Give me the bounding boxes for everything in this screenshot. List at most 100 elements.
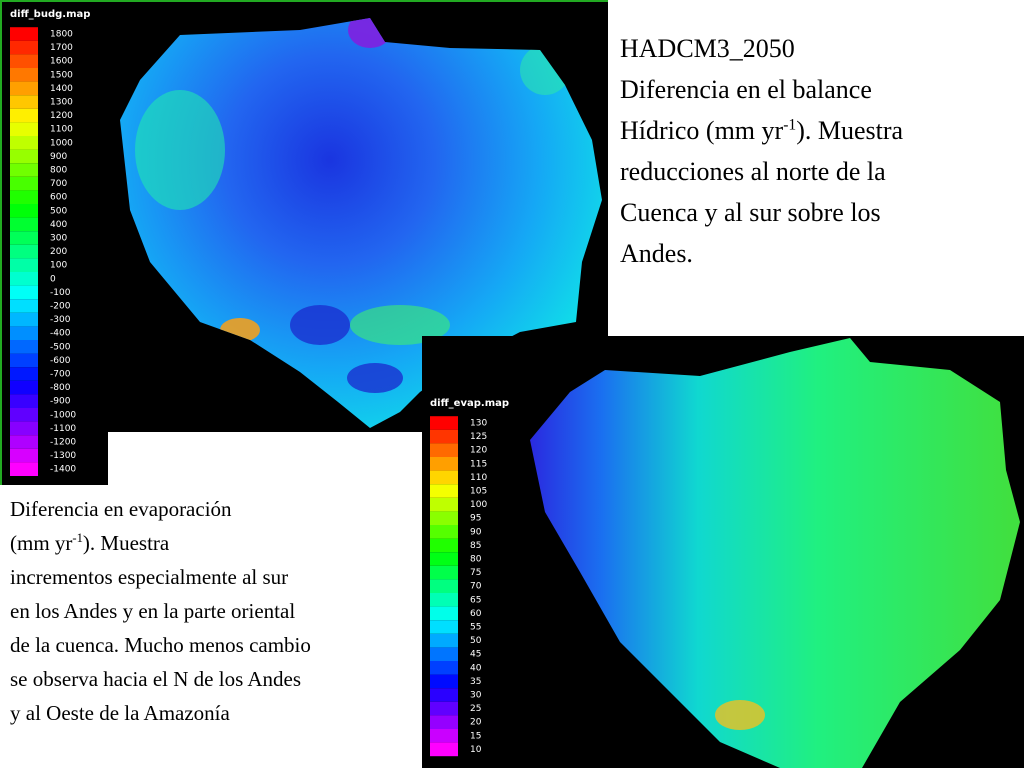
legend-swatch: [10, 272, 38, 286]
legend-swatch: [10, 54, 38, 68]
legend-label: 100: [470, 500, 487, 510]
legend-label: 85: [470, 541, 481, 551]
legend-label: 300: [50, 234, 67, 244]
note-line: de la cuenca. Mucho menos cambio: [10, 633, 311, 657]
legend-label: 15: [470, 731, 481, 741]
legend-swatch: [430, 511, 458, 525]
legend-swatch: [10, 190, 38, 204]
legend-swatch: [10, 435, 38, 449]
legend-label: 65: [470, 595, 481, 605]
legend-label: 10: [470, 745, 482, 755]
legend-label: 95: [470, 514, 481, 524]
legend-swatch: [10, 312, 38, 327]
legend-label: 75: [470, 568, 481, 578]
legend-swatch: [430, 429, 458, 444]
legend-label: 900: [50, 152, 67, 162]
legend-label: 1800: [50, 30, 73, 40]
legend-swatch: [10, 299, 38, 313]
legend-swatch: [430, 593, 458, 607]
legend-label: 35: [470, 677, 481, 687]
note-sup: -1: [72, 531, 83, 545]
map-title: diff_evap.map: [430, 398, 509, 409]
legend-swatch: [430, 620, 458, 634]
legend-label: 45: [470, 650, 481, 660]
legend-label: 105: [470, 487, 487, 497]
legend-swatch: [430, 470, 458, 485]
note-line: Cuenca y al sur sobre los: [620, 198, 881, 227]
legend-label: 1700: [50, 43, 73, 53]
legend-label: 50: [470, 636, 482, 646]
legend-label: 1600: [50, 57, 73, 67]
legend-label: -400: [50, 329, 71, 339]
legend-swatch: [10, 285, 38, 300]
note-text: Hídrico (mm yr: [620, 116, 784, 145]
legend-swatch: [10, 462, 38, 476]
legend-swatch: [430, 538, 458, 553]
legend-label: 40: [470, 663, 482, 673]
note-line: Diferencia en el balance: [620, 75, 872, 104]
legend-label: -1400: [50, 465, 76, 475]
legend-label: -200: [50, 302, 71, 312]
note-line: Diferencia en evaporación: [10, 497, 232, 521]
note-line: HADCM3_2050: [620, 34, 795, 63]
legend-swatch: [10, 108, 38, 123]
legend-label: 1300: [50, 98, 73, 108]
legend-swatch: [430, 416, 458, 430]
legend-swatch: [10, 326, 38, 340]
legend-swatch: [430, 729, 458, 743]
legend-swatch: [10, 81, 38, 96]
legend-label: 100: [50, 261, 67, 271]
legend-swatch: [430, 457, 458, 471]
legend-label: -1100: [50, 424, 76, 434]
legend-label: 130: [470, 419, 487, 429]
legend-label: -1000: [50, 410, 76, 420]
legend-label: -1300: [50, 451, 76, 461]
note-line: (mm yr-1). Muestra: [10, 526, 311, 560]
legend-label: 700: [50, 179, 67, 189]
legend-swatch: [10, 394, 38, 408]
legend-swatch: [10, 40, 38, 55]
legend-label: 70: [470, 582, 482, 592]
legend-swatch: [430, 688, 458, 702]
legend-swatch: [10, 353, 38, 368]
legend-swatch: [430, 552, 458, 566]
map-title: diff_budg.map: [10, 9, 90, 20]
legend-swatch: [430, 701, 458, 716]
legend-swatch: [430, 443, 458, 457]
note-text: ). Muestra: [796, 116, 904, 145]
legend-label: 125: [470, 432, 487, 442]
legend-swatch: [430, 633, 458, 648]
legend-swatch: [430, 484, 458, 498]
legend-label: 25: [470, 704, 481, 714]
legend-swatch: [10, 122, 38, 136]
legend-swatch: [10, 421, 38, 436]
legend-label: -100: [50, 288, 71, 298]
legend-label: 1200: [50, 111, 73, 121]
legend-swatch: [430, 579, 458, 593]
note-line: se observa hacia el N de los Andes: [10, 667, 301, 691]
legend-label: 1000: [50, 138, 73, 148]
legend-label: -300: [50, 315, 71, 325]
legend-label: -900: [50, 397, 71, 407]
legend-swatch: [430, 565, 458, 580]
legend-label: -800: [50, 383, 71, 393]
legend-swatch: [10, 176, 38, 191]
note-line: Hídrico (mm yr-1). Muestra: [620, 110, 903, 151]
legend-label: 600: [50, 193, 67, 203]
legend-swatch: [430, 742, 458, 757]
legend-swatch: [430, 606, 458, 621]
legend-label: 80: [470, 555, 482, 565]
legend-swatch: [10, 149, 38, 164]
legend-label: 800: [50, 166, 67, 176]
note-line: incrementos especialmente al sur: [10, 565, 289, 589]
legend-swatch: [10, 244, 38, 259]
legend-swatch: [10, 367, 38, 381]
legend-swatch: [10, 380, 38, 395]
legend-swatch: [10, 204, 38, 218]
legend-label: 500: [50, 206, 67, 216]
legend-label: 115: [470, 459, 487, 469]
legend-swatch: [10, 68, 38, 82]
legend-swatch: [430, 674, 458, 689]
legend-label: 200: [50, 247, 67, 257]
